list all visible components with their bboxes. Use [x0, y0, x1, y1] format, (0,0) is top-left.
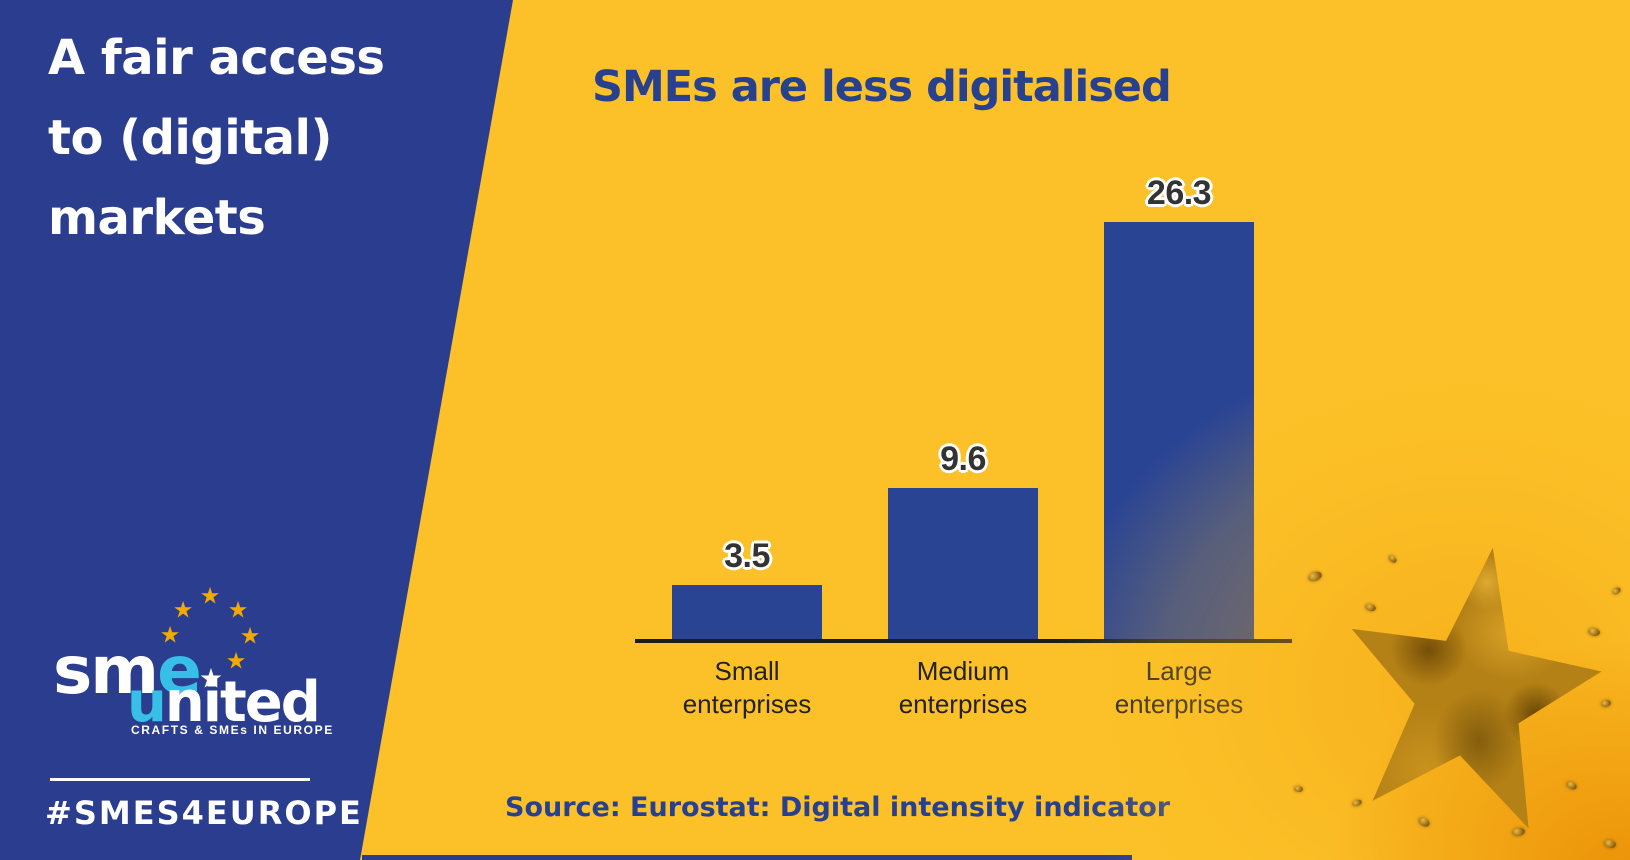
logo-e: e — [157, 632, 202, 709]
headline-line: markets — [48, 190, 266, 246]
eu-star-white-icon: ★ — [198, 663, 224, 695]
eu-star-icon: ★ — [159, 622, 181, 649]
bottom-edge-strip — [362, 855, 1132, 860]
bar-category-label: Medium enterprises — [898, 656, 1028, 719]
chart-title: SMEs are less digitalised — [592, 62, 1172, 112]
logo-text-united: united — [127, 675, 321, 731]
eu-star-icon: ★ — [172, 597, 194, 624]
logo-nited: nited — [164, 670, 321, 735]
x-axis-line — [635, 639, 1292, 643]
logo-u: u — [127, 670, 167, 735]
bar-value-label: 3.5 — [724, 537, 770, 575]
source-caption: Source: Eurostat: Digital intensity indi… — [505, 792, 1171, 823]
bar — [1104, 222, 1254, 641]
bar-value-label: 9.6 — [940, 440, 986, 478]
bar — [672, 585, 822, 641]
logo-sm: sm — [53, 632, 159, 709]
bar-category-label: Small enterprises — [682, 656, 812, 719]
eu-star-icon: ★ — [239, 623, 261, 650]
logo-tagline: CRAFTS & SMEs IN EUROPE — [131, 723, 334, 737]
headline-line: A fair access — [48, 30, 385, 86]
headline-line: to (digital) — [48, 110, 332, 166]
bar — [888, 488, 1038, 641]
eu-star-icon: ★ — [225, 648, 247, 675]
eu-star-icon: ★ — [227, 597, 249, 624]
logo-text-sme: sme — [53, 638, 202, 704]
poster-headline: A fair access to (digital) markets — [48, 18, 488, 258]
campaign-hashtag: #SMES4EUROPE — [45, 794, 363, 832]
bar-category-label: Large enterprises — [1114, 656, 1244, 719]
hashtag-divider-line — [50, 778, 310, 781]
eu-star-icon: ★ — [199, 583, 221, 610]
smeunited-logo: sme united ★ ★ ★ ★ ★ ★ ★ CRAFTS & SMEs I… — [45, 575, 345, 750]
bar-value-label: 26.3 — [1146, 174, 1212, 212]
